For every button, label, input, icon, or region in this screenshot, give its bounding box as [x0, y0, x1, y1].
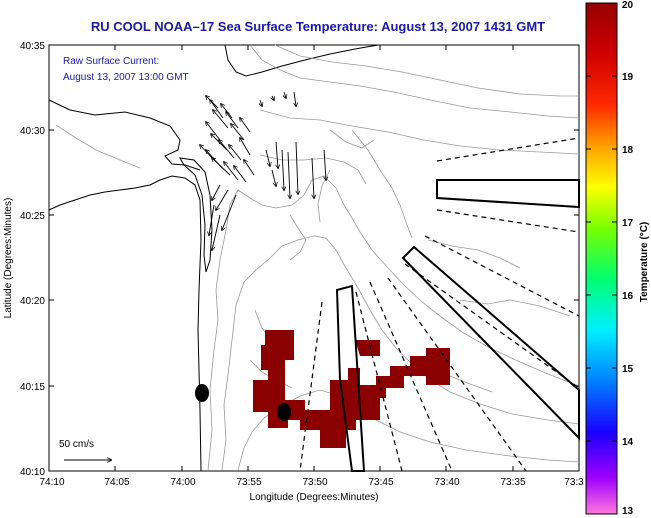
colorbar-tick: 16: [622, 291, 634, 302]
x-tick-label: 73:3: [564, 477, 584, 488]
map-title: RU COOL NOAA–17 Sea Surface Temperature:…: [91, 19, 545, 34]
colorbar-tick: 17: [622, 218, 634, 229]
x-axis: 74:10 74:05 74:00 73:55 73:50 73:45 73:4…: [39, 45, 584, 503]
x-tick-label: 74:10: [39, 477, 64, 488]
y-tick-label: 40:30: [20, 126, 45, 137]
x-tick-label: 74:00: [170, 477, 195, 488]
surface-current-vectors: [200, 91, 326, 250]
coastline-staten: [48, 99, 201, 171]
y-axis: 40:35 40:30 40:25 40:20 40:15 40:10 Lati…: [3, 41, 579, 478]
current-label-line1: Raw Surface Current:: [63, 56, 159, 67]
colorbar-tick: 20: [622, 0, 634, 11]
map-plot-area: 50 cm/s Raw Surface Current: August 13, …: [48, 44, 580, 472]
x-axis-label: Longitude (Degrees:Minutes): [250, 492, 379, 503]
y-tick-label: 40:20: [20, 296, 45, 307]
colorbar-tick: 13: [622, 506, 634, 517]
coastline-li: [224, 44, 379, 77]
colorbar-tick: 18: [622, 145, 634, 156]
x-tick-label: 73:40: [434, 477, 459, 488]
sandy-hook: [179, 157, 213, 273]
current-label-line2: August 13, 2007 13:00 GMT: [63, 72, 189, 83]
scale-label: 50 cm/s: [59, 439, 94, 450]
radar-coverage-lines: [299, 137, 580, 472]
y-tick-label: 40:10: [20, 467, 45, 478]
x-tick-label: 73:55: [236, 477, 261, 488]
station-markers: [195, 384, 291, 421]
station-marker: [195, 384, 209, 402]
y-tick-label: 40:25: [20, 211, 45, 222]
colorbar-tick: 19: [622, 72, 634, 83]
station-marker: [277, 403, 291, 421]
x-tick-label: 73:50: [302, 477, 327, 488]
y-tick-label: 40:15: [20, 382, 45, 393]
sst-warm-patches: [253, 330, 450, 448]
y-axis-label: Latitude (Degrees:Minutes): [3, 198, 14, 319]
y-tick-label: 40:35: [20, 41, 45, 52]
transect-boxes: [335, 179, 580, 472]
colorbar-label: Temperature (°C): [639, 222, 650, 303]
x-tick-label: 73:35: [500, 477, 525, 488]
colorbar-tick: 15: [622, 364, 634, 375]
temperature-colorbar: 20 19 18 17 16 15 14 13 Temperature (°C): [585, 0, 650, 517]
coastline-nj: [48, 175, 202, 472]
x-tick-label: 74:05: [104, 477, 129, 488]
colorbar-tick: 14: [622, 437, 634, 448]
x-tick-label: 73:45: [368, 477, 393, 488]
